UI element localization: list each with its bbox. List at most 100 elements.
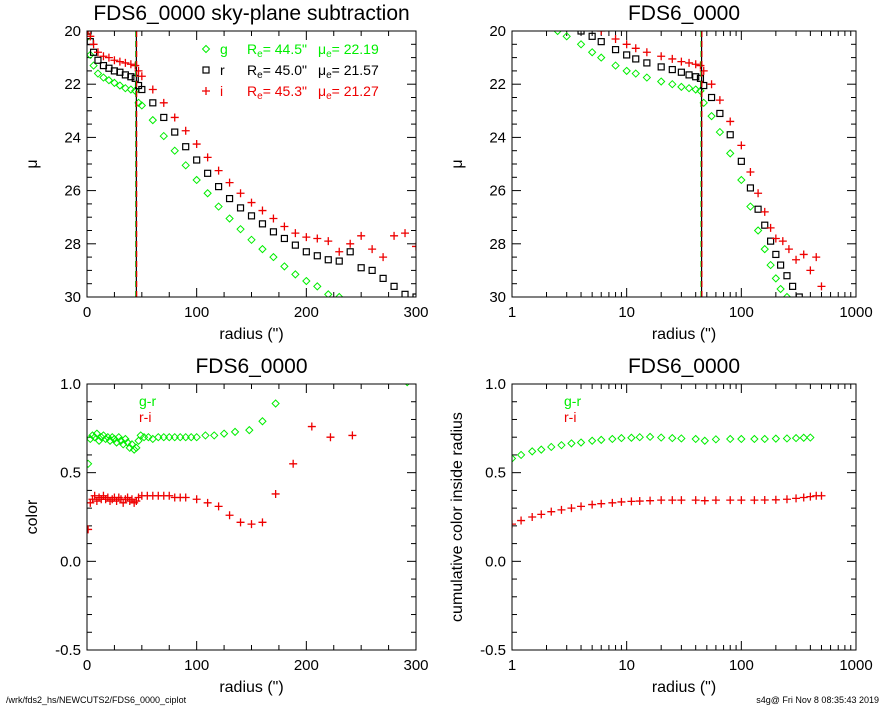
- data-point: [799, 433, 808, 442]
- data-point: [817, 282, 826, 291]
- data-point: [657, 63, 665, 71]
- data-point: [280, 222, 289, 231]
- data-point: [258, 220, 267, 228]
- plot-frame: [511, 30, 857, 298]
- x-tick-label: 0: [83, 304, 91, 321]
- data-point: [726, 496, 735, 505]
- data-point: [783, 272, 791, 280]
- series-r: [577, 31, 803, 297]
- data-point: [126, 60, 135, 69]
- footer-right-timestamp: s4g@ Fri Nov 8 08:35:43 2019: [756, 695, 879, 705]
- data-point: [737, 141, 746, 150]
- data-point: [144, 432, 153, 442]
- data-point: [203, 498, 212, 507]
- chart-title: FDS6_0000: [195, 355, 307, 378]
- y-tick-label: 22: [64, 76, 81, 93]
- data-point: [110, 78, 119, 88]
- data-point: [404, 384, 410, 387]
- data-point: [302, 276, 311, 286]
- data-point: [90, 491, 99, 500]
- data-point: [258, 417, 267, 426]
- data-point: [89, 40, 98, 49]
- data-point: [792, 255, 801, 264]
- y-tick-label: 20: [64, 23, 81, 40]
- data-point: [219, 429, 229, 438]
- data-point: [707, 80, 716, 89]
- data-point: [87, 459, 93, 469]
- data-point: [668, 65, 676, 74]
- data-point: [105, 436, 115, 445]
- data-point: [116, 436, 126, 445]
- x-axis-label: radius ("): [219, 679, 283, 696]
- data-point: [114, 432, 124, 442]
- data-point: [782, 292, 792, 297]
- data-point: [125, 443, 134, 453]
- series-g: [553, 31, 792, 297]
- data-point: [104, 53, 113, 62]
- data-point: [737, 157, 745, 165]
- data-point: [112, 438, 121, 447]
- data-point: [766, 260, 775, 270]
- legend-effective-surface-brightness: μe= 22.19: [318, 41, 379, 60]
- data-point: [642, 73, 652, 82]
- data-point: [247, 198, 256, 207]
- data-point: [121, 434, 130, 444]
- data-point: [87, 31, 93, 35]
- data-point: [302, 233, 311, 242]
- data-point: [692, 73, 700, 81]
- data-point: [87, 32, 95, 41]
- data-point: [516, 450, 526, 460]
- y-tick-label: 20: [489, 23, 506, 40]
- data-point: [597, 435, 606, 445]
- data-point: [110, 434, 119, 444]
- data-point: [716, 109, 724, 118]
- data-point: [668, 433, 677, 443]
- data-point: [611, 34, 620, 43]
- y-axis-label: μ: [24, 159, 41, 168]
- data-point: [588, 500, 597, 509]
- data-point: [258, 518, 267, 527]
- y-tick-label: 28: [489, 236, 506, 253]
- data-point: [656, 433, 666, 442]
- data-point: [771, 495, 780, 504]
- y-tick-label: 24: [64, 129, 81, 146]
- y-tick-label: 26: [489, 183, 506, 200]
- data-point: [357, 231, 366, 240]
- data-point: [737, 175, 746, 185]
- data-point: [567, 439, 576, 448]
- data-point: [597, 499, 606, 508]
- data-point: [806, 492, 815, 501]
- legend-band: i: [220, 83, 223, 99]
- data-point: [89, 61, 98, 70]
- y-tick-label: 22: [489, 76, 506, 93]
- data-point: [799, 493, 808, 502]
- data-point: [236, 224, 245, 234]
- data-point: [577, 502, 586, 511]
- data-point: [631, 44, 640, 53]
- data-point: [192, 432, 201, 442]
- series-gr: [512, 432, 815, 463]
- data-point: [215, 183, 223, 191]
- data-point: [817, 491, 826, 500]
- y-axis-label: μ: [449, 159, 466, 168]
- legend-marker: [201, 44, 211, 54]
- data-point: [806, 266, 815, 275]
- data-point: [737, 434, 746, 444]
- y-tick-label: 30: [64, 289, 81, 306]
- data-point: [553, 31, 562, 36]
- data-point: [159, 98, 168, 107]
- x-axis-label: radius ("): [219, 326, 283, 343]
- data-point: [368, 266, 376, 274]
- data-point: [646, 496, 655, 505]
- data-point: [204, 169, 212, 177]
- data-point: [668, 79, 677, 89]
- data-point: [379, 274, 387, 282]
- y-tick-label: -0.5: [55, 642, 81, 659]
- data-point: [289, 459, 298, 468]
- y-tick-label: -0.5: [480, 642, 506, 659]
- data-point: [577, 31, 585, 35]
- y-tick-label: 24: [489, 129, 506, 146]
- x-tick-label: 200: [294, 304, 319, 321]
- data-point: [547, 442, 556, 452]
